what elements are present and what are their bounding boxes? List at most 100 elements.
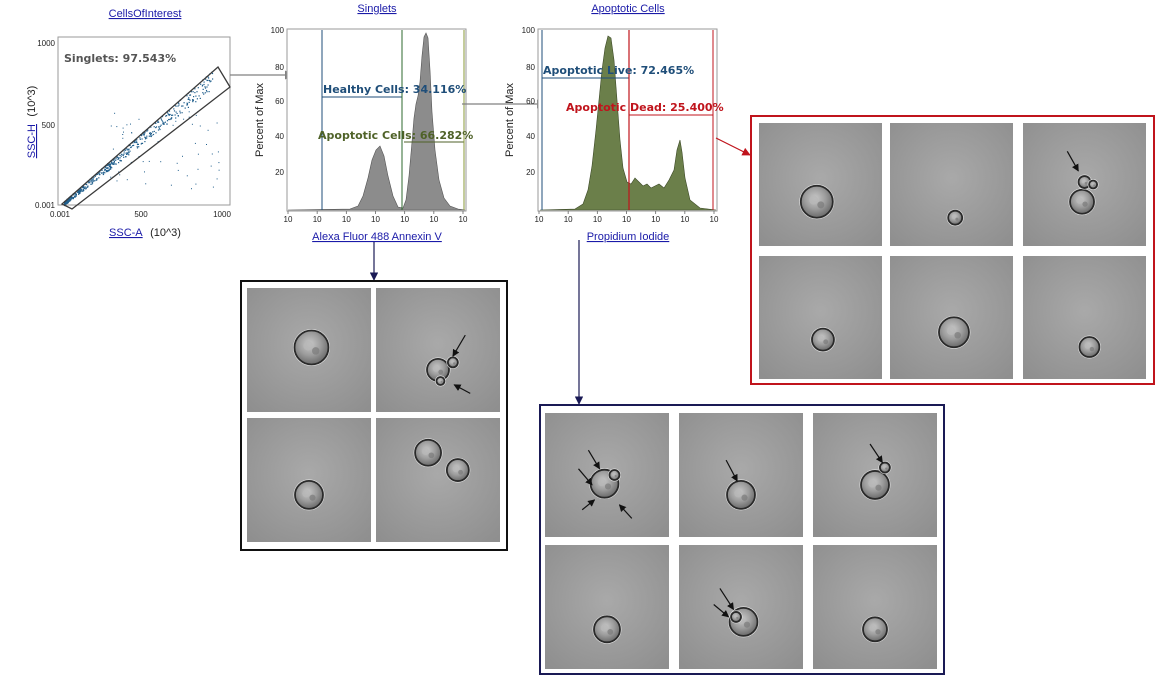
cell-image-tile[interactable]: [376, 288, 500, 412]
scatter-event: [177, 105, 179, 107]
scatter-event: [166, 123, 168, 125]
scatter-event: [157, 129, 160, 131]
scatter-event: [182, 155, 183, 157]
scatter-event: [192, 99, 194, 101]
scatter-event: [121, 153, 123, 155]
scatter-event: [155, 127, 157, 129]
scatter-event: [136, 141, 138, 143]
scatter-event: [72, 197, 74, 199]
apoptotic-dead-images: [759, 123, 1146, 379]
cell-image-tile[interactable]: [545, 413, 669, 537]
scatter-event: [168, 118, 170, 121]
cell-image-tile[interactable]: [1023, 256, 1146, 379]
scatter-event: [82, 187, 84, 189]
plot1-title[interactable]: CellsOfInterest: [109, 8, 182, 20]
cell-texture: [597, 478, 606, 487]
scatter-event: [114, 112, 116, 114]
healthy-cells-images: [247, 288, 500, 542]
scatter-event: [176, 112, 178, 115]
cell-texture: [438, 369, 444, 375]
scatter-event: [172, 114, 174, 116]
cell-image-tile[interactable]: [890, 256, 1013, 379]
plot1-xtick-0001: 0.001: [50, 210, 71, 219]
scatter-event: [157, 120, 159, 122]
cell-image-tile[interactable]: [890, 123, 1013, 246]
cell-image-tile[interactable]: [679, 545, 803, 669]
x-tick-label: 10: [564, 215, 573, 224]
plot3-x-axis-title[interactable]: Propidium Iodide: [587, 231, 670, 243]
scatter-event: [142, 134, 144, 136]
plot2-ytick-20: 20: [275, 168, 284, 177]
scatter-event: [212, 78, 214, 80]
cell-image-tile[interactable]: [247, 288, 371, 412]
scatter-event: [169, 113, 171, 116]
scatter-event: [128, 154, 130, 156]
scatter-event: [205, 89, 208, 92]
scatter-event: [158, 127, 160, 129]
scatter-event: [211, 153, 213, 155]
x-tick-label: 10: [651, 215, 660, 224]
scatter-event: [126, 179, 128, 181]
x-tick-label: 10: [429, 215, 438, 224]
cell-texture: [741, 494, 748, 501]
scatter-event: [130, 146, 132, 149]
plot1-y-axis-link[interactable]: SSC-H: [26, 124, 38, 158]
singlets-gate[interactable]: [60, 65, 231, 210]
scatter-event: [87, 185, 89, 187]
cell-image-tile[interactable]: [679, 413, 803, 537]
scatter-event: [146, 137, 148, 139]
cell-image-tile[interactable]: [376, 418, 500, 542]
scatter-event: [132, 145, 134, 147]
x-tick-label: 10: [459, 215, 468, 224]
plot3-ytick-40: 40: [526, 132, 535, 141]
scatter-event: [150, 126, 152, 128]
scatter-event: [116, 126, 118, 128]
scatter-event: [120, 155, 122, 157]
scatter-event: [202, 92, 204, 94]
scatter-event: [201, 85, 203, 87]
scatter-event: [206, 86, 208, 88]
scatter-event: [207, 129, 209, 131]
scatter-event: [211, 72, 214, 75]
scatter-event: [146, 129, 149, 131]
cell-texture: [604, 483, 612, 490]
scatter-event: [92, 178, 94, 180]
scatter-event: [199, 125, 201, 127]
scatter-event: [112, 163, 114, 165]
scatter-event: [168, 110, 171, 112]
histogram-singlets: Singlets Healthy Cells: 34.116% Apoptoti…: [254, 3, 473, 243]
cell-image-tile[interactable]: [545, 545, 669, 669]
plot1-x-axis-link[interactable]: SSC-A: [109, 227, 143, 239]
cell-texture: [951, 215, 956, 219]
scatter-event: [110, 167, 112, 169]
plot2-title[interactable]: Singlets: [357, 3, 397, 15]
scatter-event: [195, 114, 197, 116]
x-tick-label: 10: [622, 215, 631, 224]
scatter-event: [203, 81, 205, 83]
scatter-event: [119, 157, 121, 159]
cell-image-tile[interactable]: [247, 418, 371, 542]
plot2-x-axis-title[interactable]: Alexa Fluor 488 Annexin V: [312, 231, 442, 243]
scatter-event: [189, 99, 191, 101]
plot3-title[interactable]: Apoptotic Cells: [591, 3, 665, 15]
cell-texture: [432, 365, 439, 372]
plot1-xtick-500: 500: [134, 210, 148, 219]
scatter-event: [186, 95, 188, 97]
cell-image-tile[interactable]: [1023, 123, 1146, 246]
cell-texture: [440, 380, 443, 383]
bleb-pointer-arrow: [1066, 150, 1079, 172]
scatter-event: [189, 94, 191, 96]
scatter-event: [116, 156, 118, 158]
scatter-event: [122, 127, 124, 129]
scatter-event: [118, 157, 120, 159]
cell-image-tile[interactable]: [813, 545, 937, 669]
cell-image-tile[interactable]: [759, 123, 882, 246]
cell-image-tile[interactable]: [813, 413, 937, 537]
scatter-event: [98, 172, 100, 174]
plot1-ytick-500: 500: [42, 121, 56, 130]
cell-image-tile[interactable]: [759, 256, 882, 379]
scatter-event: [86, 184, 88, 186]
scatter-event: [126, 124, 128, 126]
scatter-event: [145, 183, 147, 185]
scatter-event: [87, 182, 89, 184]
